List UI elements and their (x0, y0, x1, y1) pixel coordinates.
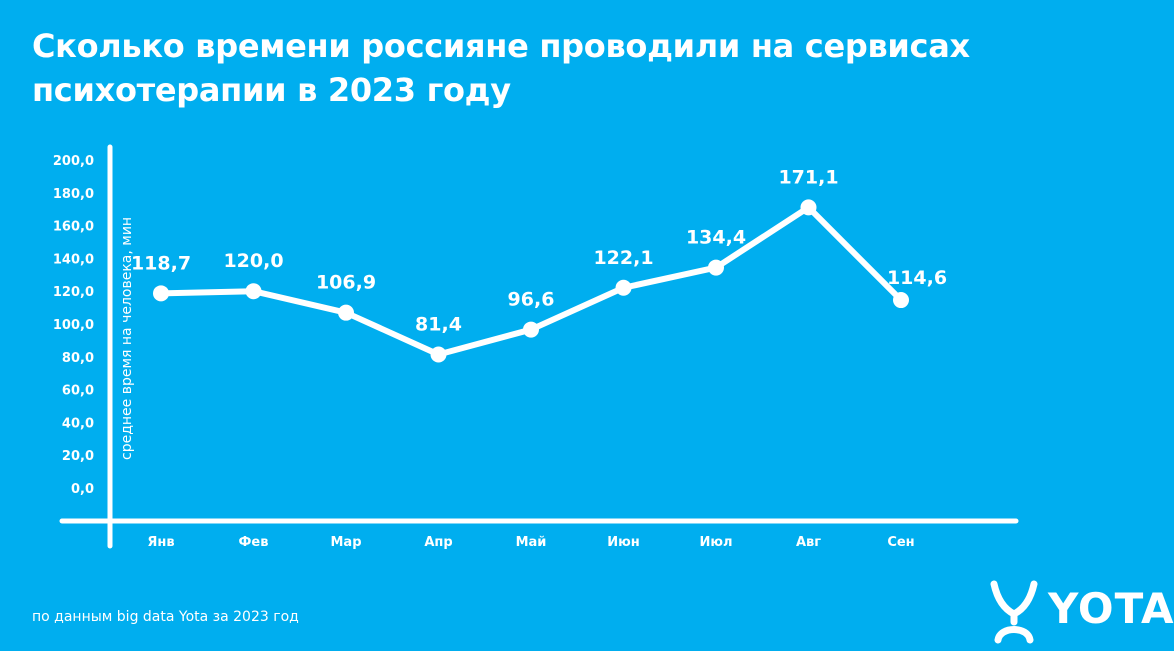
source-footnote: по данным big data Yota за 2023 год (32, 609, 299, 625)
y-tick-label: 180,0 (53, 187, 94, 202)
y-tick-label: 140,0 (53, 252, 94, 267)
data-point (708, 259, 724, 276)
data-label: 122,1 (593, 247, 653, 269)
y-tick-label: 60,0 (62, 384, 94, 399)
data-label: 134,4 (686, 227, 746, 249)
x-tick-label: Авг (796, 535, 821, 550)
y-tick-labels: 0,0 20,0 40,0 60,0 80,0 100,0 120,0 140,0 160,0 1… (53, 154, 94, 497)
y-tick-label: 120,0 (53, 285, 94, 300)
y-tick-label: 200,0 (53, 154, 94, 169)
y-tick-label: 100,0 (53, 318, 94, 333)
data-labels: 118,7 120,0 106,9 81,4 96,6 122,1 134,4 171,1 11… (131, 166, 947, 335)
data-label: 114,6 (887, 267, 947, 289)
x-tick-label: Фев (239, 535, 269, 550)
title-line-2: психотерапии в 2023 году (32, 71, 511, 109)
data-point (523, 321, 539, 338)
x-tick-labels: Янв Фев Мар Апр Май Июн Июл Авг Сен (147, 535, 914, 550)
data-point (430, 346, 447, 363)
title-line-1: Сколько времени россияне проводили на се… (32, 27, 970, 65)
data-label: 106,9 (316, 272, 376, 294)
data-label: 120,0 (223, 250, 283, 272)
y-tick-label: 160,0 (53, 220, 94, 235)
y-axis-label: среднее время на человека, мин (119, 217, 135, 460)
y-tick-label: 20,0 (62, 449, 94, 464)
x-tick-label: Сен (887, 535, 914, 550)
data-label: 81,4 (415, 314, 462, 336)
y-tick-label: 80,0 (62, 351, 94, 366)
data-point (245, 283, 262, 300)
data-point (338, 304, 354, 321)
x-tick-label: Июн (607, 535, 640, 550)
y-tick-label: 40,0 (62, 416, 94, 431)
x-tick-label: Янв (147, 535, 174, 550)
brand-wordmark: YOTA (1048, 584, 1174, 633)
yota-logo-icon (990, 580, 1038, 644)
x-tick-label: Май (516, 535, 547, 550)
data-point (615, 279, 632, 296)
data-point (800, 199, 817, 216)
data-label: 96,6 (508, 289, 555, 311)
data-point (893, 292, 909, 309)
x-tick-label: Июл (699, 535, 732, 550)
data-points (153, 199, 909, 363)
x-tick-label: Апр (424, 535, 452, 550)
data-label: 171,1 (778, 166, 838, 188)
y-tick-label: 0,0 (71, 482, 94, 497)
x-tick-label: Мар (330, 535, 361, 550)
data-label: 118,7 (131, 252, 191, 274)
chart-title: Сколько времени россияне проводили на се… (32, 24, 1032, 112)
data-point (153, 285, 169, 302)
